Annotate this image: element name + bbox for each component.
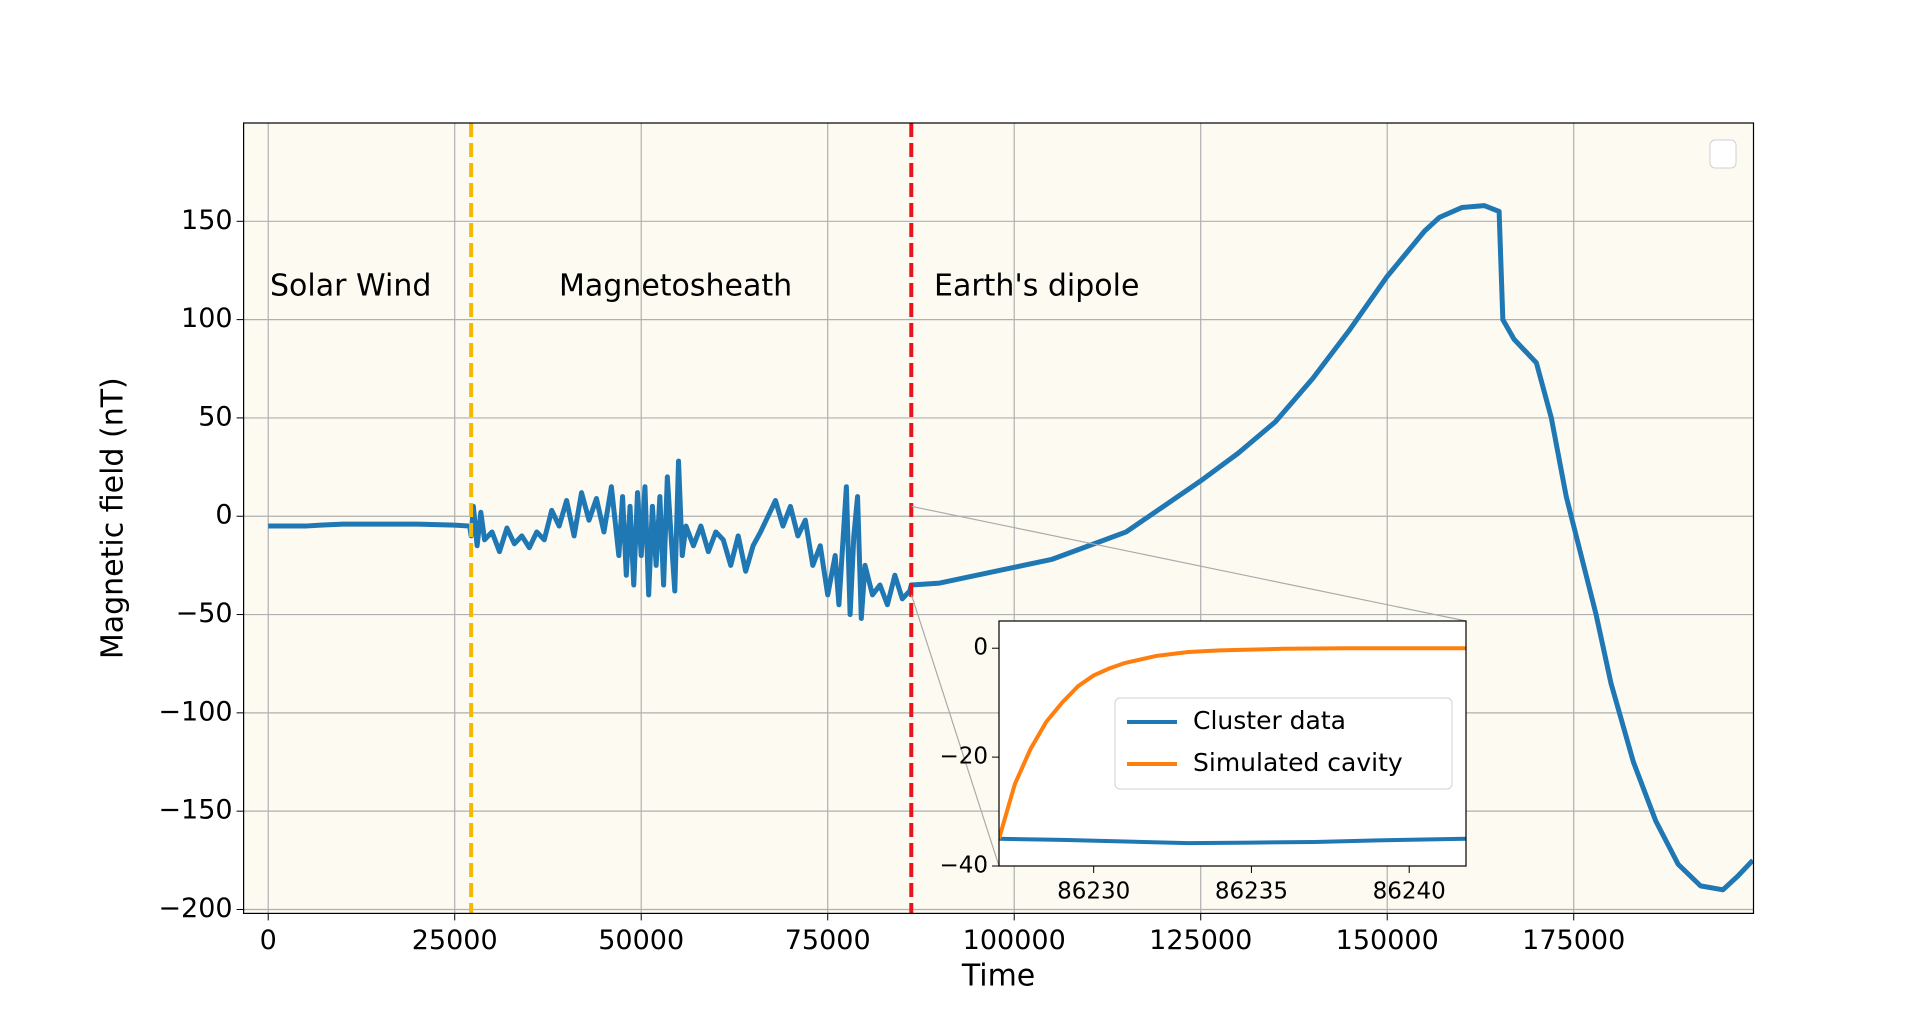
- region-label: Magnetosheath: [559, 269, 792, 304]
- y-tick-label: −100: [158, 696, 232, 727]
- axes-frame: [998, 620, 1467, 867]
- x-tick-label: 150000: [1336, 925, 1439, 956]
- y-tick-label: 0: [215, 500, 232, 531]
- data-line: [999, 646, 1466, 840]
- legend-label: Simulated cavity: [1193, 748, 1403, 777]
- y-tick-label: −20: [939, 744, 988, 770]
- x-tick-label: 125000: [1149, 925, 1252, 956]
- y-tick-label: −40: [939, 853, 988, 879]
- legend-box: [1114, 697, 1453, 790]
- data-line: [268, 203, 1754, 893]
- y-tick-label: 50: [198, 401, 232, 432]
- region-label: Solar Wind: [270, 269, 431, 304]
- y-tick-label: 0: [973, 635, 988, 661]
- empty-legend: [1709, 139, 1737, 169]
- zoom-connector: [910, 594, 1000, 867]
- legend-label: Cluster data: [1193, 706, 1346, 735]
- y-tick-label: −150: [158, 795, 232, 826]
- y-tick-label: 150: [181, 205, 233, 236]
- y-axis-label: Magnetic field (nT): [96, 377, 131, 659]
- y-tick-label: 100: [181, 303, 233, 334]
- axes: 0 25000 50000 75000 100000 125000 150000 175000…: [96, 122, 1755, 994]
- x-tick-label: 86235: [1215, 878, 1288, 904]
- x-tick-label: 25000: [412, 925, 498, 956]
- y-tick-label: −50: [176, 598, 233, 629]
- zoom-connector: [911, 505, 1467, 622]
- region-label: Earth's dipole: [934, 269, 1139, 304]
- x-tick-label: 50000: [598, 925, 684, 956]
- plot-area: [268, 123, 1754, 914]
- legend: Cluster data Simulated cavity: [1114, 697, 1453, 790]
- x-tick-label: 86230: [1057, 878, 1130, 904]
- axes-frame: [243, 122, 1755, 915]
- x-axis-label: Time: [961, 959, 1035, 994]
- data-line: [999, 836, 1466, 846]
- plot-area: [999, 646, 1466, 846]
- x-tick-label: 175000: [1522, 925, 1625, 956]
- axes: 86230 86235 86240 −40 −20 0: [939, 620, 1467, 904]
- x-tick-label: 75000: [785, 925, 871, 956]
- x-tick-label: 86240: [1373, 878, 1446, 904]
- x-tick-label: 100000: [963, 925, 1066, 956]
- x-tick-label: 0: [260, 925, 277, 956]
- y-tick-label: −200: [158, 893, 232, 924]
